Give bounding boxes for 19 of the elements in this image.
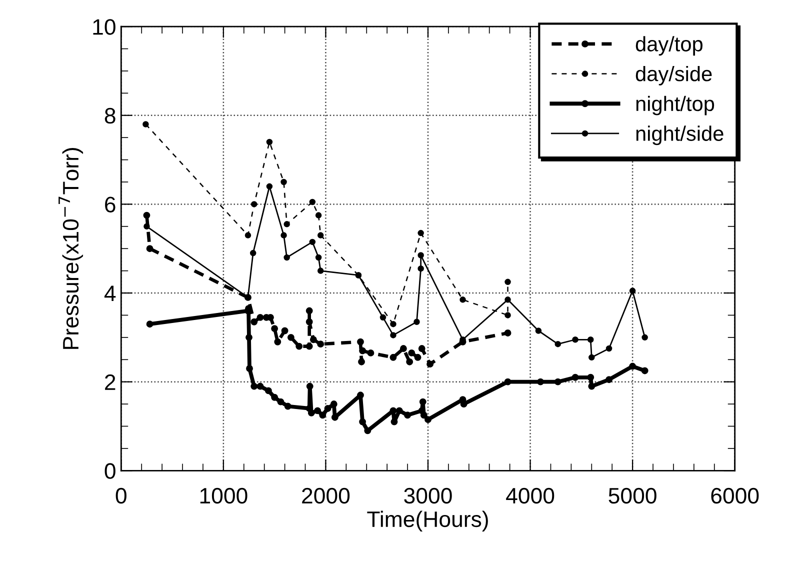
legend-label: night/top: [636, 96, 714, 116]
y-tick-label: 6: [105, 196, 116, 212]
x-tick-label: 2000: [302, 488, 350, 504]
x-tick-label: 6000: [711, 488, 759, 504]
x-tick-label: 0: [116, 488, 126, 504]
y-tick-label: 8: [104, 108, 116, 124]
legend-label: day/top: [636, 36, 702, 56]
y-tick-label: 4: [104, 286, 116, 302]
y-axis-title: Pressure(x10$^{−7}$Torr): [58, 148, 84, 349]
y-tick-label: 0: [104, 463, 116, 479]
x-axis-title: Time(Hours): [367, 510, 488, 532]
y-tick-label: 2: [105, 374, 116, 390]
x-tick-label: 4000: [506, 488, 554, 504]
legend-label: day/side: [636, 66, 712, 86]
x-tick-label: 1000: [200, 488, 248, 504]
x-tick-label: 5000: [608, 488, 656, 504]
legend-label: night/side: [636, 126, 724, 146]
x-tick-label: 3000: [404, 488, 452, 504]
y-tick-label: 10: [93, 19, 116, 35]
